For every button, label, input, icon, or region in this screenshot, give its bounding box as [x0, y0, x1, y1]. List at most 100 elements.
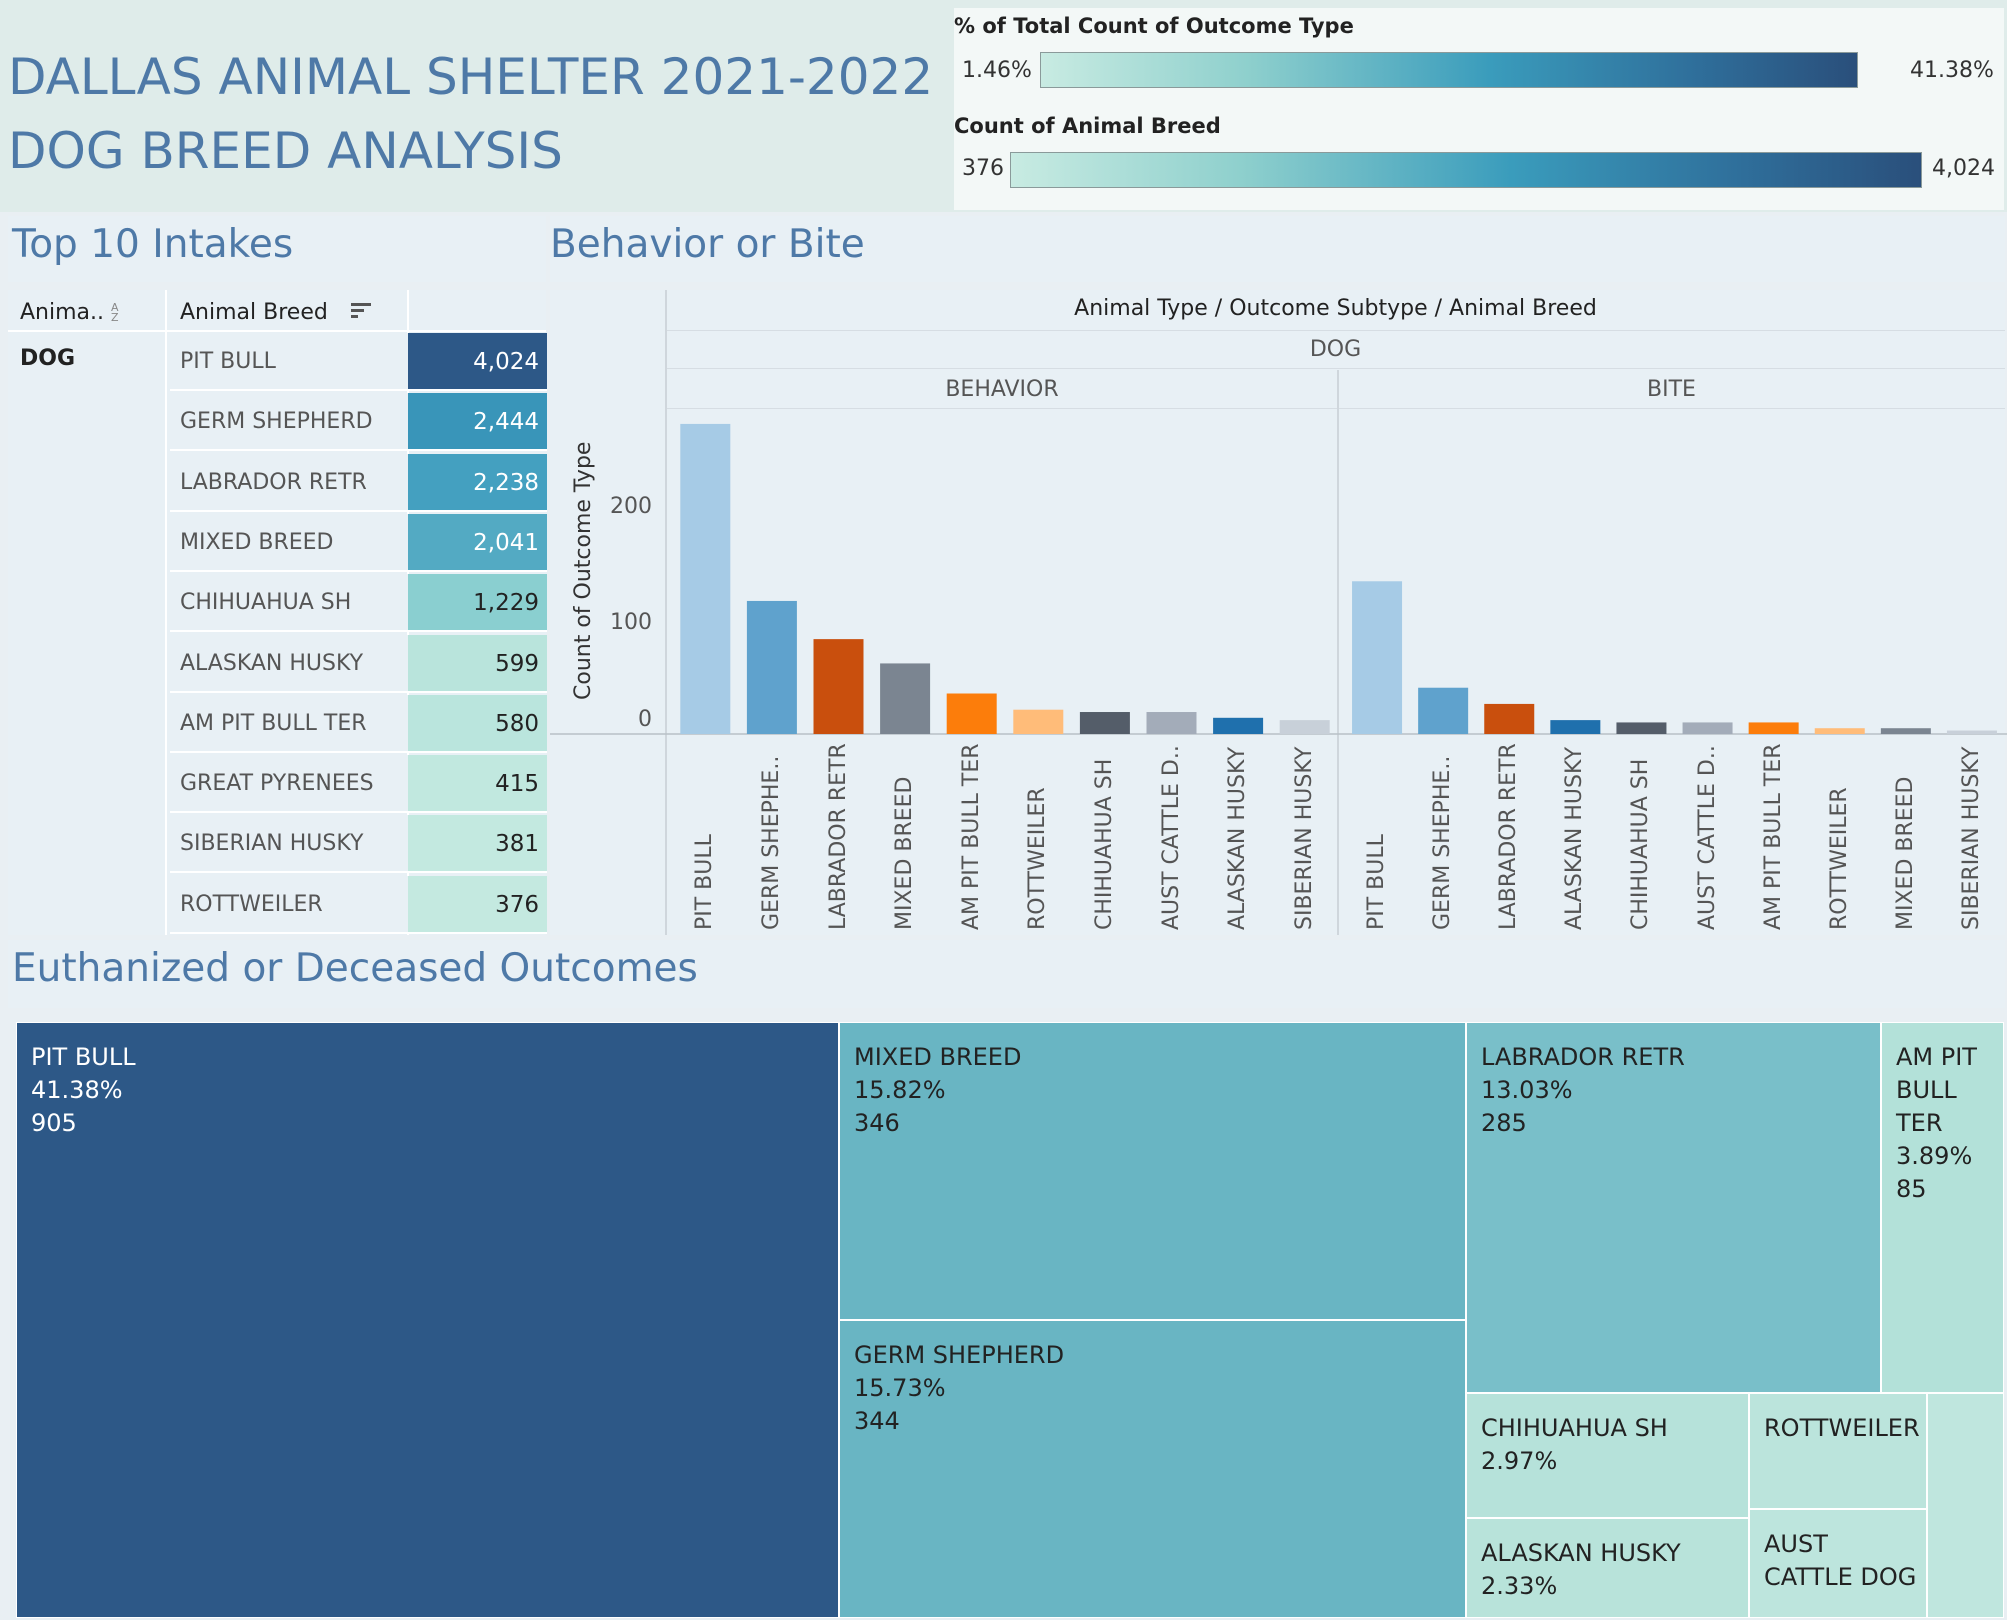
treemap-pct-label: 41.38% — [31, 1076, 123, 1104]
intake-breed-cell: CHIHUAHUA SH — [170, 574, 408, 633]
treemap-cell[interactable]: AM PIT BULL TER 3.89% 85 — [1881, 1022, 2004, 1393]
x-tick-label: AUST CATTLE D.. — [1158, 745, 1184, 930]
treemap-breed-label: AUST — [1764, 1530, 1828, 1558]
treemap-breed-label: AM PIT — [1896, 1043, 1977, 1071]
bar-bite-7[interactable] — [1814, 728, 1865, 734]
col-divider-1 — [165, 290, 167, 935]
intakes-title: Top 10 Intakes — [12, 222, 294, 267]
bar-behavior-8[interactable] — [1213, 717, 1264, 734]
treemap-breed-label: CATTLE DOG — [1764, 1563, 1917, 1591]
count-legend-title: Count of Animal Breed — [954, 114, 1221, 138]
treemap-breed-label: ROTTWEILER — [1764, 1414, 1920, 1442]
treemap-pct-label: 3.89% — [1896, 1142, 1973, 1170]
bar-behavior-3[interactable] — [880, 663, 931, 734]
bar-bite-9[interactable] — [1946, 730, 1997, 734]
treemap-pct-label: 2.97% — [1481, 1447, 1558, 1475]
bar-bite-6[interactable] — [1748, 722, 1799, 734]
chart-animal-type: DOG — [1309, 337, 1362, 362]
intake-breed-cell: ROTTWEILER — [170, 875, 408, 934]
x-tick-label: GERM SHEPHE.. — [1430, 755, 1456, 930]
animal-type-dog: DOG — [20, 346, 76, 371]
x-tick-label: ALASKAN HUSKY — [1225, 746, 1251, 930]
treemap-pct-label: 2.33% — [1481, 1572, 1558, 1600]
intake-count-cell: 599 — [408, 634, 547, 693]
bar-bite-0[interactable] — [1352, 581, 1403, 734]
intake-count-cell: 381 — [408, 815, 547, 874]
treemap-cell[interactable]: ROTTWEILER — [1749, 1393, 1927, 1509]
treemap-cell[interactable]: ALASKAN HUSKY 2.33% — [1466, 1518, 1749, 1618]
x-tick-label: SIBERIAN HUSKY — [1958, 746, 1984, 930]
count-legend-min: 376 — [962, 156, 1004, 181]
treemap-breed-label: GERM SHEPHERD — [854, 1341, 1065, 1369]
header-divider — [8, 330, 546, 332]
y-tick-200: 200 — [610, 494, 652, 519]
bar-behavior-0[interactable] — [680, 423, 731, 734]
col-header-animal-label: Anima.. — [20, 300, 105, 325]
y-tick-0: 0 — [638, 707, 652, 732]
bar-behavior-5[interactable] — [1013, 709, 1064, 734]
x-tick-label: SIBERIAN HUSKY — [1291, 746, 1317, 930]
pct-legend-min: 1.46% — [962, 58, 1032, 83]
treemap-pct-label: 13.03% — [1481, 1076, 1573, 1104]
treemap-count-label: 905 — [31, 1109, 77, 1137]
x-tick-label: PIT BULL — [692, 834, 718, 930]
treemap-cell[interactable]: AUST CATTLE DOG — [1749, 1509, 1927, 1618]
intake-breed-cell: LABRADOR RETR — [170, 453, 408, 512]
y-axis-label: Count of Outcome Type — [571, 442, 596, 700]
x-tick-label: PIT BULL — [1364, 834, 1390, 930]
bar-bite-3[interactable] — [1550, 720, 1601, 734]
bar-behavior-4[interactable] — [946, 693, 997, 734]
bar-behavior-2[interactable] — [813, 639, 864, 734]
chart-header-line-3 — [666, 408, 2005, 409]
treemap: PIT BULL 41.38% 905 MIXED BREED 15.82% 346 GER… — [16, 1022, 2004, 1618]
treemap-cell[interactable]: CHIHUAHUA SH 2.97% — [1466, 1393, 1749, 1518]
subtype-behavior: BEHAVIOR — [945, 377, 1059, 402]
col-header-breed[interactable]: Animal Breed — [180, 300, 373, 326]
treemap-breed-label: TER — [1896, 1109, 1943, 1137]
sort-icon[interactable] — [350, 301, 373, 326]
intake-breed-cell: SIBERIAN HUSKY — [170, 815, 408, 874]
bar-bite-4[interactable] — [1616, 722, 1667, 734]
bar-behavior-1[interactable] — [746, 600, 797, 734]
pct-legend-gradient — [1040, 52, 1858, 88]
bar-bite-5[interactable] — [1682, 722, 1733, 734]
treemap-breed-label: BULL — [1896, 1076, 1957, 1104]
treemap-count-label: 285 — [1481, 1109, 1527, 1137]
intake-breed-cell: AM PIT BULL TER — [170, 694, 408, 753]
page-title-line2: DOG BREED ANALYSIS — [8, 122, 563, 180]
x-tick-label: GERM SHEPHE.. — [758, 755, 784, 930]
treemap-cell[interactable]: PIT BULL 41.38% 905 — [16, 1022, 839, 1618]
x-tick-label: MIXED BREED — [892, 776, 918, 931]
count-legend-gradient — [1010, 152, 1922, 188]
pct-legend-max: 41.38% — [1910, 58, 1994, 83]
intake-breed-cell: MIXED BREED — [170, 513, 408, 572]
treemap-cell[interactable]: GERM SHEPHERD 15.73% 344 — [839, 1320, 1466, 1618]
treemap-count-label: 346 — [854, 1109, 900, 1137]
bar-behavior-9[interactable] — [1279, 720, 1330, 734]
treemap-breed-label: LABRADOR RETR — [1481, 1043, 1685, 1071]
bars-group — [680, 423, 1997, 734]
x-tick-label: AM PIT BULL TER — [1760, 743, 1786, 930]
intake-breed-cell: ALASKAN HUSKY — [170, 634, 408, 693]
intake-breed-cell: GREAT PYRENEES — [170, 755, 408, 814]
euthanized-title-bar — [8, 940, 2005, 1008]
treemap-cell[interactable] — [1927, 1393, 2004, 1618]
behavior-title-bar — [550, 216, 2005, 282]
intake-count-cell: 580 — [408, 694, 547, 753]
behavior-bar-chart: Count of Outcome Type 0 100 200 — [550, 290, 2007, 935]
bar-bite-1[interactable] — [1418, 687, 1469, 734]
treemap-cell[interactable]: MIXED BREED 15.82% 346 — [839, 1022, 1466, 1320]
bar-behavior-7[interactable] — [1146, 712, 1197, 734]
treemap-pct-label: 15.73% — [854, 1374, 946, 1402]
intake-count-cell: 4,024 — [408, 333, 547, 391]
intake-count-cell: 2,041 — [408, 513, 547, 572]
bar-behavior-6[interactable] — [1079, 712, 1130, 734]
treemap-count-label: 85 — [1896, 1175, 1927, 1203]
bar-bite-2[interactable] — [1484, 703, 1535, 734]
x-tick-label: CHIHUAHUA SH — [1091, 758, 1117, 930]
treemap-cell[interactable]: LABRADOR RETR 13.03% 285 — [1466, 1022, 1881, 1393]
intake-count-cell: 2,444 — [408, 393, 547, 452]
bar-bite-8[interactable] — [1880, 728, 1931, 734]
